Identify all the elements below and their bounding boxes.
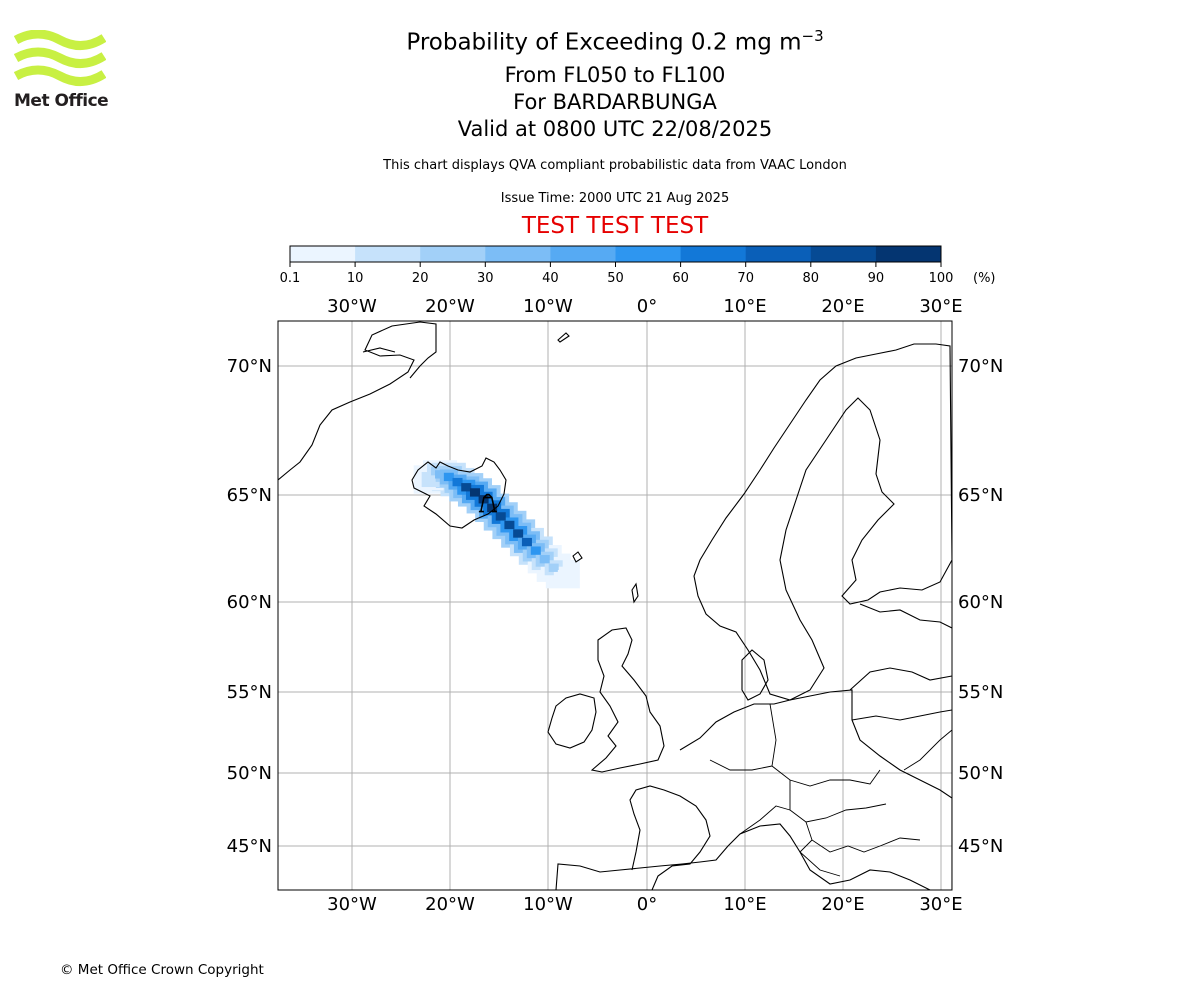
colorbar: 0.1 10 20 30 40 50 60 70 80 90 100 (%) [280,245,996,286]
lon-label-bottom: 30°W [327,894,377,915]
plume-cell [513,529,524,538]
volcano-name: For BARDARBUNGA [513,90,717,114]
lon-label-bottom: 30°E [919,894,962,915]
plume-cell [425,475,436,484]
colorbar-swatch [550,246,616,262]
colorbar-swatch [355,246,421,262]
plume-cell [495,512,506,521]
lon-label-bottom: 10°W [523,894,573,915]
lon-label-top: 20°W [425,296,475,317]
britain-coast [590,627,665,773]
colorbar-tick-label: 30 [477,271,494,286]
test-banner: TEST TEST TEST [521,213,709,239]
plume-cell [548,563,559,572]
greenland-coast [278,321,437,481]
iceland-coast [411,457,507,529]
colorbar-tick-label: 60 [672,271,689,286]
scandinavia-coast [693,343,952,701]
colorbar-swatch [810,246,877,262]
colorbar-swatch [745,246,812,262]
lat-label-left: 65°N [227,485,272,506]
lat-label-right: 50°N [958,763,1003,784]
lon-label-bottom: 20°W [425,894,475,915]
lon-label-top: 20°E [821,296,864,317]
lon-label-bottom: 20°E [821,894,864,915]
lat-label-right: 60°N [958,592,1003,613]
plume-cell [530,546,541,555]
plume-cell [539,555,550,564]
map-frame [277,320,953,891]
plume-cell [443,472,454,482]
flight-levels: From FL050 to FL100 [504,63,726,87]
colorbar-swatch [420,246,486,262]
colorbar-tick-label: 0.1 [280,271,301,286]
met-office-wave-icon [14,30,106,86]
lat-label-left: 45°N [227,836,272,857]
lat-label-left: 60°N [227,592,272,613]
chart-description: This chart displays QVA compliant probab… [383,158,847,173]
lon-label-top: 30°E [919,296,962,317]
colorbar-tick-label: 90 [868,271,885,286]
valid-time: Valid at 0800 UTC 22/08/2025 [457,117,773,141]
plume-cell [435,470,446,479]
plume-cell [487,503,498,513]
colorbar-tick-label: 20 [412,271,429,286]
met-office-logo-text: Met Office [14,91,109,111]
denmark-coast [741,649,769,701]
chart-title: Probability of Exceeding 0.2 mg m−3 [406,27,824,56]
copyright-notice: © Met Office Crown Copyright [60,962,264,978]
lat-label-right: 65°N [958,485,1003,506]
coastlines [278,321,952,890]
lat-label-right: 70°N [958,356,1003,377]
lon-label-top: 0° [637,296,657,317]
volcano-marker [478,493,497,513]
plume-cell [461,483,472,492]
issue-time: Issue Time: 2000 UTC 21 Aug 2025 [500,191,730,206]
colorbar-unit: (%) [973,271,996,286]
plume-cell [504,520,515,530]
colorbar-tick-label: 50 [607,271,624,286]
plume-cell [469,488,480,497]
lat-label-left: 55°N [227,682,272,703]
colorbar-swatch [680,246,747,262]
colorbar-tick-label: 10 [347,271,364,286]
lat-label-right: 55°N [958,682,1003,703]
colorbar-tick-label: 40 [542,271,559,286]
lon-label-bottom: 0° [637,894,657,915]
europe-coast [555,689,952,890]
lon-label-top: 30°W [327,296,377,317]
colorbar-swatch [290,246,356,262]
lat-label-right: 45°N [958,836,1003,857]
lon-label-top: 10°E [723,296,766,317]
lat-label-left: 50°N [227,763,272,784]
colorbar-tick-label: 100 [929,271,954,286]
colorbar-tick-label: 80 [803,271,820,286]
colorbar-swatch [485,246,551,262]
colorbar-swatch [615,246,682,262]
plume-cell [557,570,568,579]
colorbar-tick-label: 70 [737,271,754,286]
plume-cell [521,537,532,547]
lon-label-top: 10°W [523,296,573,317]
ireland-coast [547,693,597,749]
lon-label-bottom: 10°E [723,894,766,915]
plume-cell [452,477,463,487]
colorbar-swatch [875,246,942,262]
lat-label-left: 70°N [227,356,272,377]
